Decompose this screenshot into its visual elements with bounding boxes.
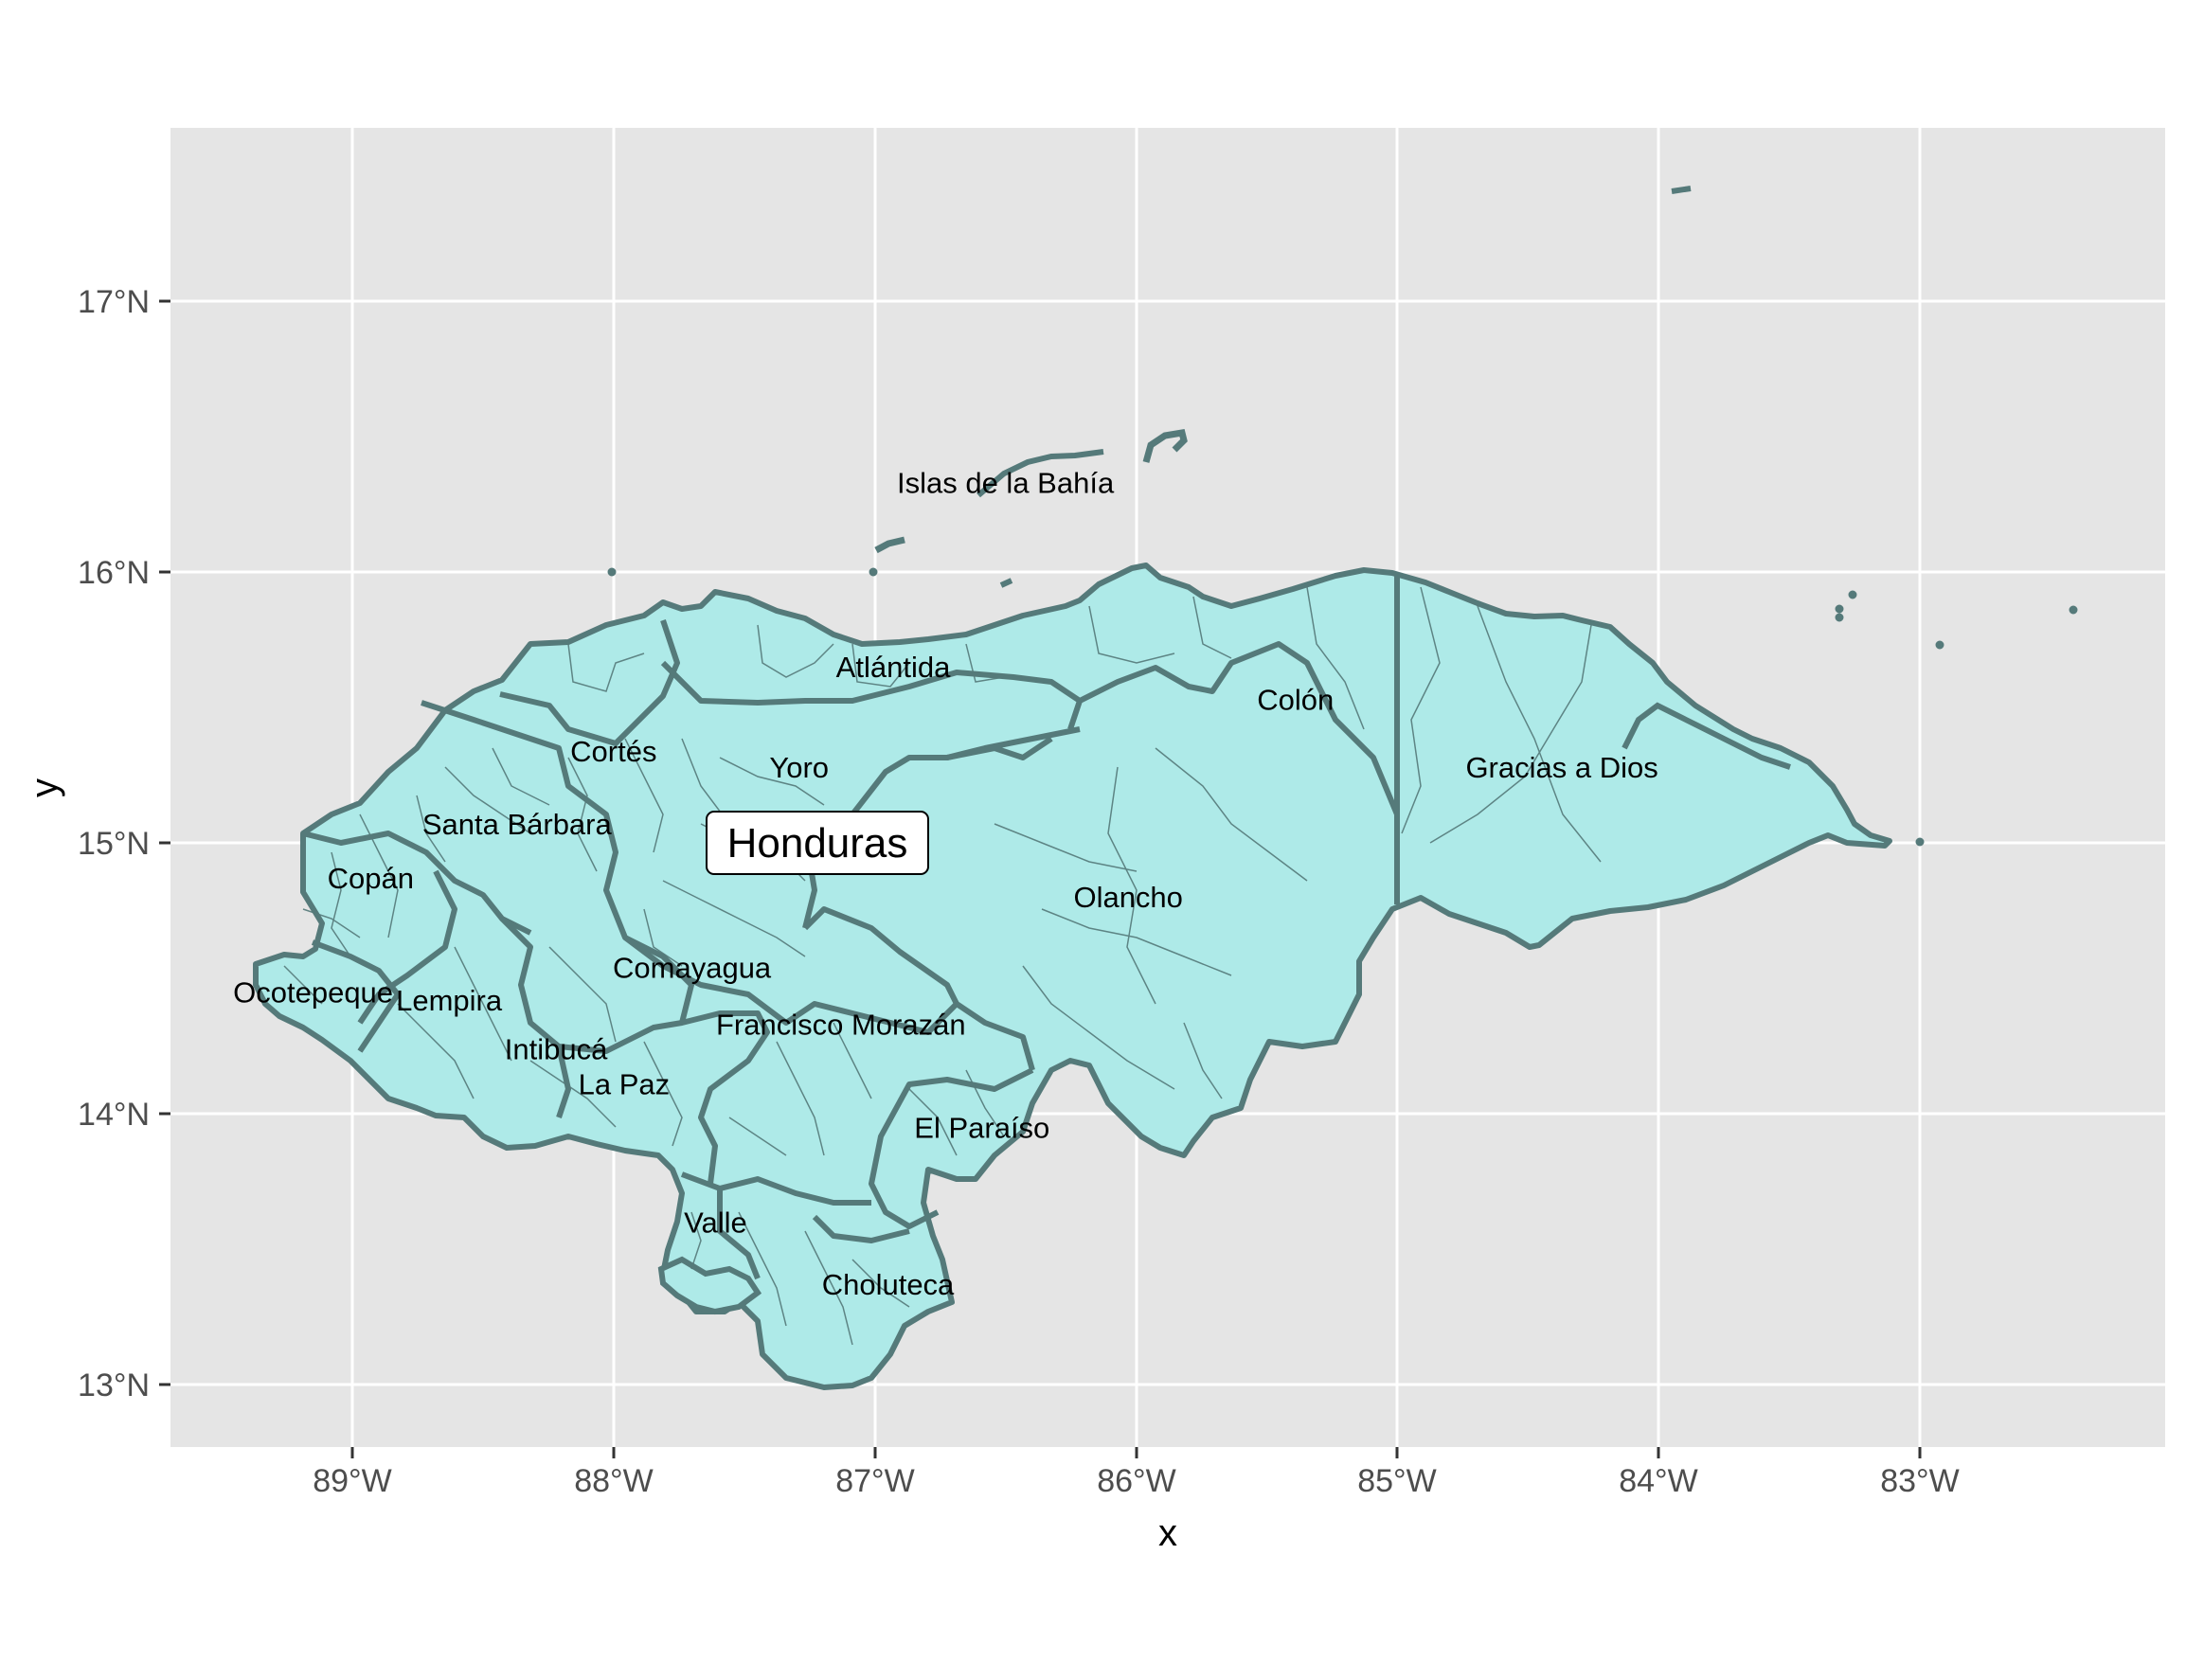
- y-tick-label: 14°N: [78, 1097, 150, 1133]
- department-labels: Islas de la Bahía Atlántida Colón Cortés Yor…: [233, 467, 1658, 1302]
- axis-ticks: [159, 299, 1922, 1458]
- department-label: Choluteca: [822, 1268, 955, 1301]
- x-tick-label: 88°W: [574, 1463, 654, 1499]
- x-tick-label: 86°W: [1097, 1463, 1176, 1499]
- y-tick-label: 13°N: [78, 1367, 150, 1403]
- department-label: Gracias a Dios: [1465, 751, 1657, 784]
- department-boundaries: [302, 573, 1400, 1280]
- y-tick-label: 15°N: [78, 826, 150, 862]
- lagoon-coast: [1622, 702, 1791, 770]
- department-label: Ocotepeque: [233, 975, 393, 1009]
- roatan-island: [977, 449, 1104, 498]
- department-label: El Paraíso: [914, 1111, 1049, 1144]
- swan-islands: [1671, 186, 1692, 194]
- department-label: Francisco Morazán: [716, 1009, 966, 1042]
- y-axis-title: y: [24, 778, 65, 797]
- country-label: Honduras: [727, 820, 908, 867]
- department-label: Lempira: [396, 984, 503, 1017]
- department-label: Islas de la Bahía: [897, 467, 1115, 500]
- department-label: Valle: [684, 1206, 747, 1239]
- x-tick-label: 85°W: [1357, 1463, 1437, 1499]
- department-label: Cortés: [570, 735, 656, 768]
- x-axis-title: x: [1158, 1512, 1177, 1554]
- x-tick-labels: 89°W 88°W 87°W 86°W 85°W 84°W 83°W: [313, 1463, 1960, 1499]
- islet-6: [1935, 640, 1944, 650]
- country-label-box: Honduras: [706, 811, 929, 875]
- cayos-cochinos: [999, 578, 1013, 588]
- islet-1: [607, 567, 617, 577]
- islet-2: [869, 567, 878, 577]
- department-label: Colón: [1257, 683, 1334, 716]
- x-tick-label: 87°W: [835, 1463, 915, 1499]
- department-label: Santa Bárbara: [422, 808, 613, 841]
- department-label: Copán: [328, 862, 414, 895]
- department-label: Intibucá: [505, 1032, 608, 1065]
- islet-5: [1835, 613, 1844, 622]
- department-label: Olancho: [1073, 881, 1182, 914]
- department-label: Yoro: [769, 751, 829, 784]
- municipal-boundaries: [283, 586, 1602, 1346]
- fonseca-islands: [657, 1256, 762, 1315]
- department-label: La Paz: [579, 1068, 671, 1101]
- x-tick-label: 83°W: [1880, 1463, 1960, 1499]
- islands: [607, 186, 2078, 847]
- department-label: Comayagua: [613, 952, 772, 985]
- islet-4: [1835, 604, 1844, 614]
- islet-7: [2069, 605, 2078, 615]
- department-label: Atlántida: [836, 651, 951, 684]
- guanaja-island: [1142, 429, 1188, 463]
- y-tick-labels: 17°N 16°N 15°N 14°N 13°N: [78, 284, 150, 1403]
- x-tick-label: 84°W: [1619, 1463, 1698, 1499]
- islet-8: [1915, 837, 1925, 847]
- country-shape: [253, 563, 1892, 1390]
- y-tick-label: 16°N: [78, 555, 150, 591]
- utila-island: [874, 536, 905, 554]
- islet-3: [1848, 590, 1857, 599]
- x-tick-label: 89°W: [313, 1463, 392, 1499]
- y-tick-label: 17°N: [78, 284, 150, 320]
